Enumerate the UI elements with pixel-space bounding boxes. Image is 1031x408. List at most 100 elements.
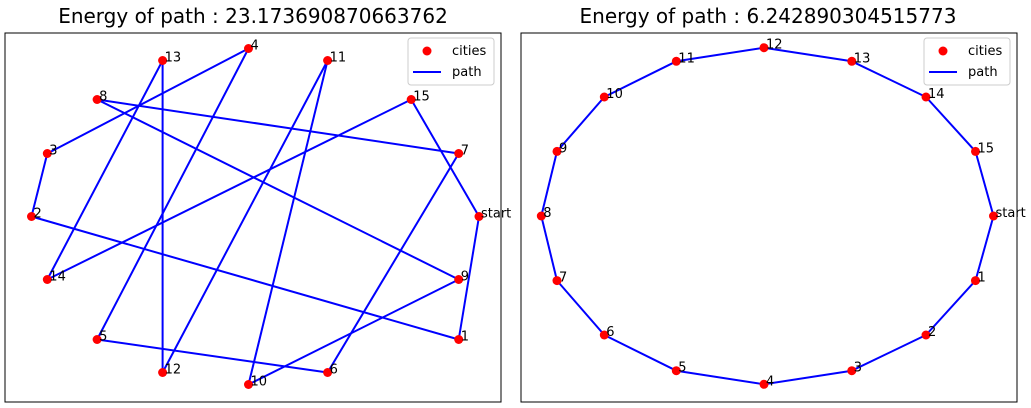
legend-cities-marker bbox=[938, 46, 948, 56]
city-point bbox=[971, 146, 980, 156]
city-point bbox=[454, 335, 464, 344]
path-segment bbox=[96, 98, 460, 281]
path-segment bbox=[30, 153, 49, 217]
city-label: 10 bbox=[606, 87, 623, 102]
city-label: 5 bbox=[99, 330, 107, 345]
path-segment bbox=[410, 98, 480, 218]
city-label: 6 bbox=[606, 325, 614, 340]
path-segment bbox=[540, 215, 558, 281]
city-point bbox=[42, 149, 52, 158]
path-segment bbox=[556, 279, 606, 336]
path-segment bbox=[676, 369, 765, 386]
city-label: 1 bbox=[978, 271, 986, 286]
city-label: 9 bbox=[461, 270, 469, 285]
city-point bbox=[323, 56, 333, 65]
path-layer bbox=[30, 47, 480, 386]
city-point bbox=[323, 368, 333, 377]
path-segment bbox=[603, 334, 677, 372]
path-segment bbox=[161, 60, 329, 373]
city-label: 15 bbox=[978, 141, 995, 156]
city-label: 1 bbox=[461, 330, 469, 345]
city-point bbox=[406, 95, 416, 104]
path-segment bbox=[540, 151, 558, 217]
legend-cities-marker bbox=[422, 46, 432, 56]
path-segment bbox=[851, 60, 927, 98]
city-point bbox=[244, 44, 253, 53]
city-label: start bbox=[996, 206, 1026, 221]
city-label: 4 bbox=[766, 374, 774, 389]
path-segment bbox=[46, 60, 164, 280]
legend-path-label: path bbox=[968, 65, 998, 80]
city-point bbox=[921, 330, 931, 340]
city-point bbox=[158, 368, 168, 377]
city-label: 2 bbox=[34, 207, 42, 222]
city-label: 7 bbox=[461, 144, 469, 159]
city-label: 3 bbox=[854, 361, 862, 376]
cities-layer bbox=[27, 44, 484, 389]
city-point bbox=[158, 56, 168, 65]
city-label: 13 bbox=[854, 51, 871, 66]
city-point bbox=[552, 276, 562, 286]
city-label: 4 bbox=[251, 39, 259, 54]
city-point bbox=[989, 211, 998, 221]
city-point bbox=[671, 366, 681, 376]
city-label: 6 bbox=[330, 363, 338, 378]
city-point bbox=[244, 380, 253, 389]
city-label: start bbox=[481, 207, 511, 222]
city-point bbox=[454, 149, 464, 158]
path-segment bbox=[925, 96, 977, 153]
city-point bbox=[847, 56, 857, 66]
city-label: 5 bbox=[678, 361, 686, 376]
path-segment bbox=[974, 215, 995, 281]
cities-layer bbox=[536, 43, 998, 389]
city-label: 10 bbox=[251, 375, 268, 390]
city-point bbox=[599, 330, 609, 340]
city-point bbox=[42, 275, 52, 284]
path-segment bbox=[96, 338, 328, 374]
path-segment bbox=[925, 279, 977, 336]
path-segment bbox=[763, 46, 852, 63]
path-segment bbox=[46, 98, 412, 281]
city-label: 14 bbox=[49, 270, 66, 285]
legend: cities path bbox=[923, 37, 1011, 86]
chart-title: Energy of path : 6.242890304515773 bbox=[580, 4, 957, 28]
city-point bbox=[474, 212, 484, 221]
path-segment bbox=[247, 60, 329, 385]
city-label: 13 bbox=[165, 51, 182, 66]
path-segment bbox=[851, 334, 927, 372]
path-segment bbox=[676, 46, 765, 63]
city-point bbox=[454, 275, 464, 284]
city-point bbox=[671, 56, 681, 66]
city-label: 14 bbox=[928, 87, 945, 102]
city-label: 12 bbox=[766, 38, 783, 53]
legend-path-label: path bbox=[452, 65, 482, 80]
city-point bbox=[92, 95, 102, 104]
path-segment bbox=[457, 216, 480, 340]
path-segment bbox=[46, 47, 249, 155]
path-segment bbox=[326, 152, 460, 374]
city-point bbox=[971, 276, 980, 286]
path-segment bbox=[556, 96, 606, 153]
path-segment bbox=[763, 369, 852, 386]
city-point bbox=[92, 335, 102, 344]
path-segment bbox=[248, 278, 460, 386]
legend: cities path bbox=[407, 37, 495, 86]
path-layer bbox=[540, 46, 995, 386]
city-label: 7 bbox=[559, 271, 567, 286]
path-segment bbox=[974, 151, 995, 217]
city-label: 2 bbox=[928, 325, 936, 340]
city-point bbox=[599, 92, 609, 102]
city-point bbox=[759, 43, 769, 53]
city-label: 8 bbox=[543, 206, 551, 221]
chart-title: Energy of path : 23.173690870663762 bbox=[58, 4, 448, 28]
city-point bbox=[921, 92, 931, 102]
chart-2: Energy of path : 6.242890304515773 start… bbox=[520, 4, 1026, 403]
plot-frame bbox=[4, 32, 502, 403]
city-point bbox=[536, 211, 546, 221]
path-segment bbox=[603, 60, 677, 98]
city-point bbox=[27, 212, 36, 221]
city-label: 3 bbox=[49, 144, 57, 159]
legend-cities-label: cities bbox=[452, 44, 486, 59]
